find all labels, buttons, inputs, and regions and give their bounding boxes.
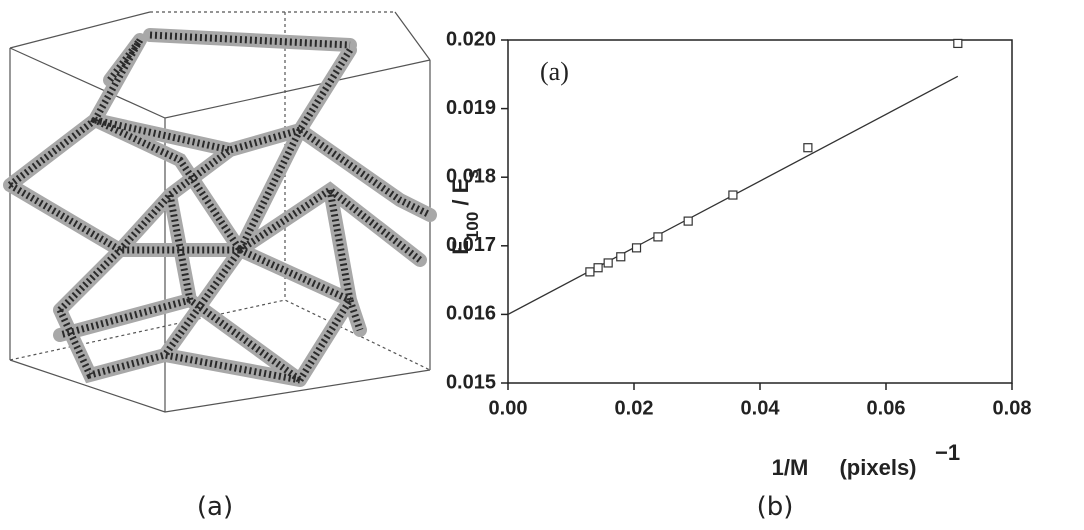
caption: (b) (757, 492, 794, 522)
y-label-part: s (463, 169, 482, 178)
y-tick-label: 0.015 (446, 371, 496, 393)
data-point (593, 263, 603, 273)
x-tick-label: 0.00 (489, 397, 528, 419)
data-point (653, 232, 663, 242)
y-label-part: E (448, 240, 473, 255)
data-point (616, 252, 626, 262)
data-point (953, 38, 963, 49)
data-point (631, 243, 642, 253)
x-tick-label: 0.02 (615, 397, 654, 419)
y-tick-label: 0.018 (446, 165, 496, 187)
y-tick-label: 0.020 (446, 28, 496, 50)
x-axis-label: −1 (935, 440, 960, 465)
x-tick-label: 0.04 (741, 397, 781, 419)
y-axis-label: E100 / Es (448, 169, 482, 255)
y-label-part: / E (448, 179, 473, 212)
annotation: (a) (540, 57, 569, 86)
y-tick-label: 0.019 (446, 97, 496, 119)
x-tick-label: 0.08 (993, 397, 1032, 419)
x-axis-label: (pixels) (839, 455, 916, 480)
cube-edges (9, 11, 431, 413)
caption: (a) (197, 492, 233, 522)
data-point (603, 258, 613, 268)
struts (3, 28, 437, 387)
data-point (803, 143, 813, 153)
x-axis-label: 1/M (772, 455, 809, 480)
y-tick-label: 0.017 (446, 234, 496, 256)
y-label-part: 100 (463, 212, 482, 240)
data-point (585, 267, 595, 277)
lattice-image (3, 11, 437, 413)
plot-frame (507, 39, 1013, 384)
y-tick-label: 0.016 (446, 303, 496, 325)
data-point (683, 216, 693, 226)
data-point (728, 190, 738, 200)
x-tick-label: 0.06 (867, 397, 906, 419)
